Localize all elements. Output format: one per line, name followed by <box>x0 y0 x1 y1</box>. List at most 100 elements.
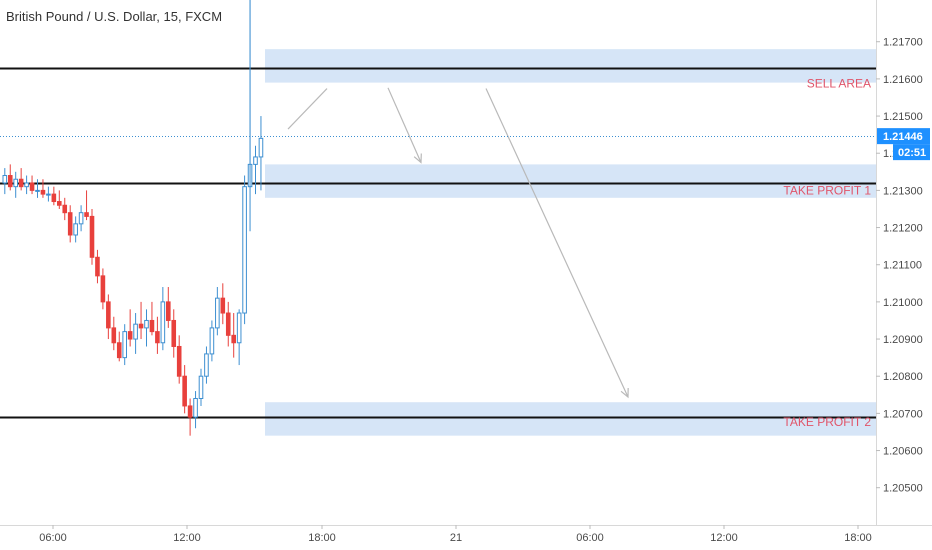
candle-body <box>29 182 35 191</box>
candle-25 <box>133 313 138 354</box>
candle-body <box>122 331 128 359</box>
candle-34 <box>182 365 187 414</box>
candle-17 <box>89 208 95 265</box>
zone-box-3 <box>265 402 876 436</box>
candle-33 <box>176 335 182 384</box>
levels-layer <box>0 67 876 419</box>
candle-body <box>166 301 171 321</box>
candle-43 <box>231 313 236 358</box>
price-axis[interactable]: 1.20500 1.20600 1.20700 1.20800 1.20900 1.210… <box>876 37 923 495</box>
price-tick-label-1: 1.20500 <box>883 483 923 495</box>
candle-body <box>144 319 149 329</box>
chart-title: British Pound / U.S. Dollar, 15, FXCM <box>6 9 223 24</box>
arrows-layer <box>287 87 629 399</box>
zone-box-1 <box>265 49 876 83</box>
price-tick-label-12: 1.21600 <box>883 74 923 86</box>
candle-11 <box>57 190 62 209</box>
candle-27 <box>144 309 149 347</box>
candle-body <box>127 331 133 340</box>
candle-4 <box>18 168 24 191</box>
arrow-head <box>413 153 422 164</box>
candle-body <box>225 312 231 336</box>
countdown-tag-box <box>893 144 930 161</box>
candle-body <box>231 334 236 344</box>
arrow-shaft <box>485 88 629 398</box>
candle-body <box>89 215 95 258</box>
arrow-shaft <box>387 87 422 163</box>
candle-44 <box>236 309 242 366</box>
candle-body <box>204 353 209 377</box>
time-tick-label-2: 12:00 <box>173 532 201 544</box>
candle-8 <box>40 179 46 198</box>
candle-16 <box>84 190 89 221</box>
last-price-tag-box <box>877 128 930 145</box>
candle-18 <box>95 249 100 284</box>
candle-21 <box>111 316 117 351</box>
last-price-tag: 1.21446 02:51 <box>877 128 930 161</box>
price-tick-label-5: 1.20900 <box>883 334 923 346</box>
candle-6 <box>29 175 35 195</box>
candle-body <box>95 256 100 277</box>
time-tick-label-1: 06:00 <box>39 532 67 544</box>
candle-body <box>18 178 24 188</box>
price-tick-label-3: 1.20700 <box>883 408 923 420</box>
candle-body <box>138 323 144 329</box>
candle-body <box>62 204 68 214</box>
candle-41 <box>220 283 226 325</box>
candle-body <box>40 189 46 195</box>
candle-22 <box>116 331 122 362</box>
candle-39 <box>209 320 215 362</box>
time-tick-label-6: 12:00 <box>710 532 738 544</box>
candle-body <box>84 212 89 217</box>
price-tick-label-8: 1.21200 <box>883 223 923 235</box>
price-tick-label-7: 1.21100 <box>883 260 922 272</box>
arrow-drawing-3 <box>485 88 629 399</box>
candle-10 <box>51 186 57 206</box>
arrow-drawing-1 <box>287 88 328 130</box>
price-tick-label-4: 1.20800 <box>883 371 923 383</box>
arrow-shaft <box>287 88 328 130</box>
zone-box-2 <box>265 164 876 198</box>
candle-body <box>73 223 78 236</box>
candle-body <box>193 398 198 418</box>
zone-label-2: TAKE PROFIT 1 <box>783 183 871 197</box>
candle-body <box>176 345 182 377</box>
price-tick-label-9: 1.21300 <box>883 185 923 197</box>
time-tick-label-4: 21 <box>450 532 462 544</box>
candle-31 <box>166 287 171 328</box>
candle-2 <box>7 164 13 191</box>
candle-body <box>7 175 13 188</box>
candle-7 <box>35 179 40 198</box>
time-tick-label-7: 18:00 <box>844 532 872 544</box>
candle-42 <box>225 301 231 347</box>
candle-28 <box>149 301 155 336</box>
candle-19 <box>100 268 106 310</box>
candle-body <box>57 201 62 206</box>
candle-body <box>67 212 73 236</box>
candle-body <box>160 301 166 344</box>
candle-12 <box>62 197 68 221</box>
candle-48 <box>258 116 264 191</box>
candle-15 <box>78 205 84 232</box>
candle-body <box>116 342 122 359</box>
candle-3 <box>13 171 18 198</box>
candle-26 <box>138 301 144 340</box>
candle-30 <box>160 287 166 351</box>
arrow-drawing-2 <box>387 87 422 164</box>
time-axis[interactable]: 06:00 12:00 18:00 21 06:00 12:00 18:00 <box>39 525 872 544</box>
candle-13 <box>67 205 73 243</box>
candle-body <box>100 275 106 303</box>
candle-23 <box>122 324 128 366</box>
candle-40 <box>215 287 220 336</box>
time-tick-label-3: 18:00 <box>308 532 336 544</box>
candle-body <box>106 301 111 329</box>
candles-layer <box>2 0 264 436</box>
candle-body <box>111 327 117 344</box>
candle-29 <box>155 316 160 354</box>
candle-body <box>155 331 160 344</box>
price-tick-label-2: 1.20600 <box>883 446 923 458</box>
countdown-value: 02:51 <box>898 147 926 159</box>
candle-body <box>242 186 247 314</box>
zone-label-3: TAKE PROFIT 2 <box>783 415 871 429</box>
